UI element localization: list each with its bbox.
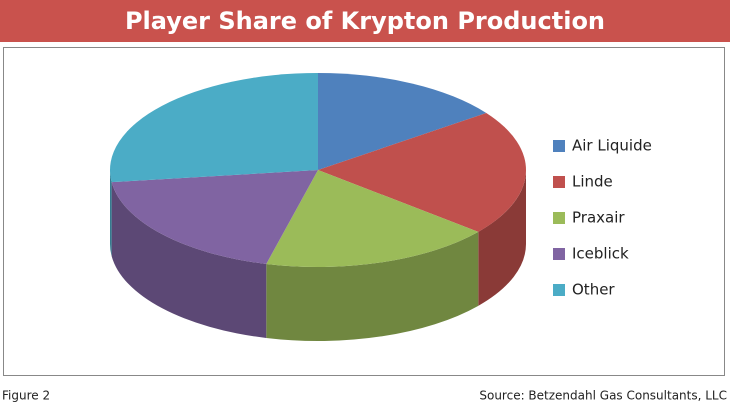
legend-label: Other bbox=[572, 281, 615, 299]
title-bar bbox=[0, 0, 730, 42]
slice bbox=[110, 73, 318, 183]
slice-side bbox=[110, 170, 112, 257]
legend-label: Iceblick bbox=[572, 245, 629, 263]
slice bbox=[318, 112, 527, 232]
legend-swatch bbox=[553, 176, 565, 188]
slice bbox=[318, 73, 487, 170]
slice bbox=[266, 170, 479, 268]
slice bbox=[111, 170, 319, 264]
figure-label: Figure 2 bbox=[2, 389, 50, 403]
slice-side bbox=[478, 170, 526, 306]
legend-label: Praxair bbox=[572, 209, 625, 227]
source-note: Source: Betzendahl Gas Consultants, LLC bbox=[479, 389, 727, 403]
slice-side bbox=[266, 231, 479, 342]
legend-swatch bbox=[553, 248, 565, 260]
slice-side bbox=[111, 182, 267, 338]
legend-label: Linde bbox=[572, 173, 613, 191]
legend-swatch bbox=[553, 284, 565, 296]
legend-swatch bbox=[553, 140, 565, 152]
legend-label: Air Liquide bbox=[572, 137, 652, 155]
legend-swatch bbox=[553, 212, 565, 224]
chart-title: Player Share of Krypton Production bbox=[125, 7, 605, 35]
